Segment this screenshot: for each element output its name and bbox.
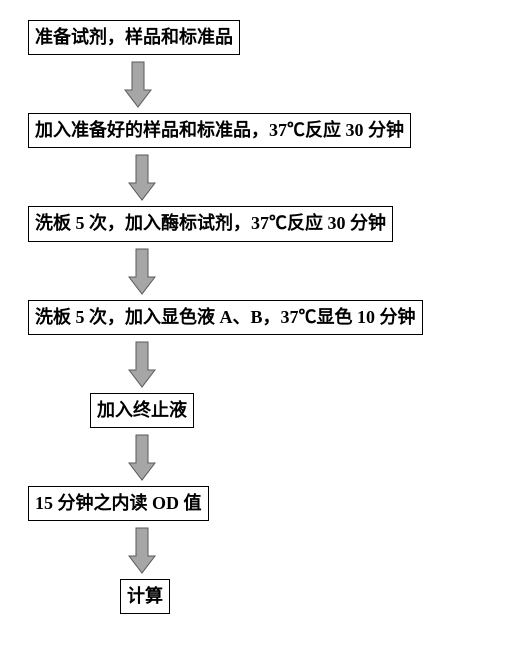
arrow-down-icon: [128, 340, 156, 388]
flow-node-5: 加入终止液: [90, 393, 194, 428]
arrow-down-icon: [128, 247, 156, 295]
flow-node-4: 洗板 5 次，加入显色液 A、B，37℃显色 10 分钟: [28, 300, 423, 335]
flow-node-1: 准备试剂，样品和标准品: [28, 20, 240, 55]
arrow-down-icon: [128, 526, 156, 574]
flowchart-container: 准备试剂，样品和标准品 加入准备好的样品和标准品，37℃反应 30 分钟 洗板 …: [28, 20, 532, 614]
arrow-down-icon: [128, 153, 156, 201]
flow-arrow-4: [128, 335, 156, 393]
flow-arrow-3: [128, 242, 156, 300]
flow-arrow-6: [128, 521, 156, 579]
flow-arrow-2: [128, 148, 156, 206]
flow-node-3: 洗板 5 次，加入酶标试剂，37℃反应 30 分钟: [28, 206, 393, 241]
flow-node-7: 计算: [120, 579, 170, 614]
flow-arrow-5: [128, 428, 156, 486]
flow-arrow-1: [124, 55, 152, 113]
arrow-down-icon: [124, 60, 152, 108]
flow-node-6: 15 分钟之内读 OD 值: [28, 486, 209, 521]
flow-node-2: 加入准备好的样品和标准品，37℃反应 30 分钟: [28, 113, 411, 148]
arrow-down-icon: [128, 433, 156, 481]
